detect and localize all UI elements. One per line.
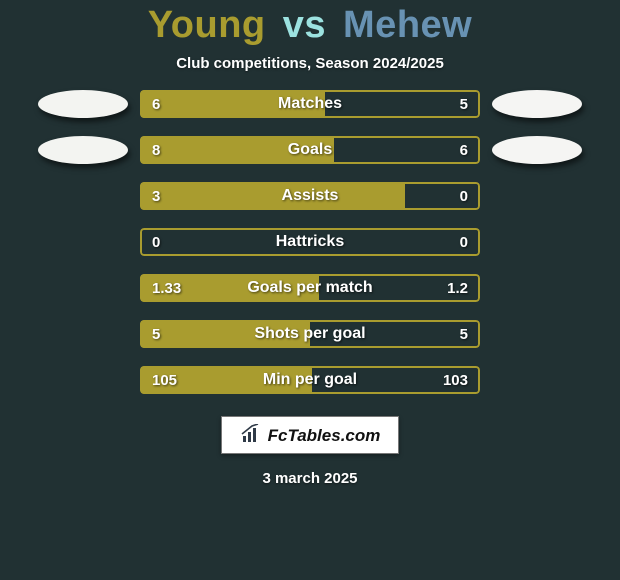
stat-value-right: 5 xyxy=(460,90,468,118)
team-badge-right xyxy=(492,90,582,118)
stat-bar: 6Matches5 xyxy=(140,90,480,118)
stat-row: 1.33Goals per match1.2 xyxy=(0,274,620,302)
stat-value-right: 0 xyxy=(460,182,468,210)
stat-rows: 6Matches58Goals63Assists00Hattricks01.33… xyxy=(0,90,620,394)
stat-row: 6Matches5 xyxy=(0,90,620,118)
stat-label: Assists xyxy=(140,182,480,210)
stat-value-right: 5 xyxy=(460,320,468,348)
team-badge-left xyxy=(38,136,128,164)
stat-bar: 3Assists0 xyxy=(140,182,480,210)
stat-bar: 8Goals6 xyxy=(140,136,480,164)
brand-icon xyxy=(240,424,262,447)
stat-row: 8Goals6 xyxy=(0,136,620,164)
stat-row: 3Assists0 xyxy=(0,182,620,210)
stat-bar: 0Hattricks0 xyxy=(140,228,480,256)
date-text: 3 march 2025 xyxy=(262,470,357,487)
page-title: Young vs Mehew xyxy=(148,4,472,47)
team-badge-right xyxy=(492,136,582,164)
stat-row: 0Hattricks0 xyxy=(0,228,620,256)
title-vs: vs xyxy=(283,4,326,46)
stat-value-right: 103 xyxy=(443,366,468,394)
stat-label: Hattricks xyxy=(140,228,480,256)
title-player1: Young xyxy=(148,4,266,46)
comparison-card: Young vs Mehew Club competitions, Season… xyxy=(0,0,620,580)
stat-row: 5Shots per goal5 xyxy=(0,320,620,348)
stat-bar: 1.33Goals per match1.2 xyxy=(140,274,480,302)
stat-label: Shots per goal xyxy=(140,320,480,348)
brand-box: FcTables.com xyxy=(221,416,400,454)
brand-text: FcTables.com xyxy=(268,426,381,446)
stat-bar: 5Shots per goal5 xyxy=(140,320,480,348)
stat-label: Goals per match xyxy=(140,274,480,302)
stat-label: Min per goal xyxy=(140,366,480,394)
stat-row: 105Min per goal103 xyxy=(0,366,620,394)
stat-value-right: 0 xyxy=(460,228,468,256)
stat-value-right: 6 xyxy=(460,136,468,164)
stat-bar: 105Min per goal103 xyxy=(140,366,480,394)
team-badge-left xyxy=(38,90,128,118)
stat-label: Goals xyxy=(140,136,480,164)
stat-value-right: 1.2 xyxy=(447,274,468,302)
subtitle: Club competitions, Season 2024/2025 xyxy=(176,55,444,72)
title-player2: Mehew xyxy=(343,4,472,46)
stat-label: Matches xyxy=(140,90,480,118)
